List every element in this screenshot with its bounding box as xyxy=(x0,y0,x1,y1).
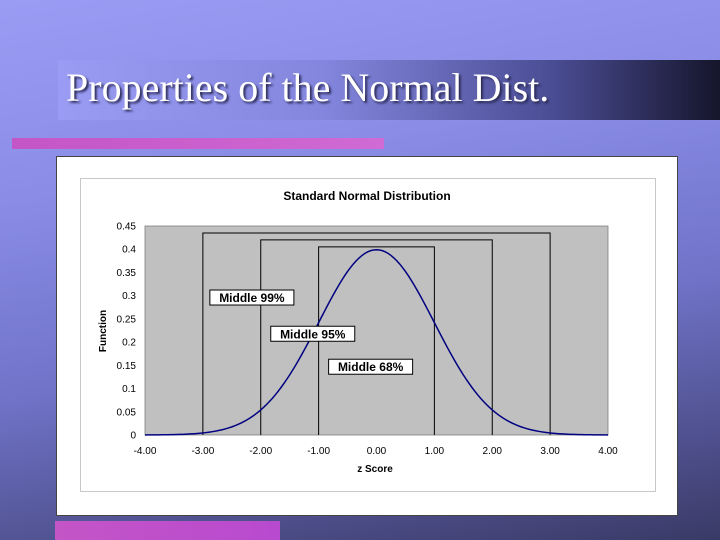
x-axis-label: z Score xyxy=(357,464,393,475)
chart-title: Standard Normal Distribution xyxy=(283,189,450,203)
annotation-label: Middle 95% xyxy=(280,327,346,341)
y-tick-label: 0.3 xyxy=(122,291,136,302)
annotation-box-0 xyxy=(209,289,295,306)
y-tick-label: 0.4 xyxy=(122,245,136,256)
bracket-1 xyxy=(260,239,493,435)
x-tick-label: -2.00 xyxy=(249,446,272,457)
x-tick-label: 0.00 xyxy=(367,446,387,457)
annotation-label: Middle 99% xyxy=(219,291,285,305)
y-axis-label: Function xyxy=(98,310,109,352)
y-tick-label: 0 xyxy=(130,431,136,442)
slide-title: Properties of the Normal Dist. xyxy=(66,65,550,110)
x-tick-label: 4.00 xyxy=(598,446,618,457)
x-tick-label: -3.00 xyxy=(191,446,214,457)
y-tick-label: 0.1 xyxy=(122,384,136,395)
y-tick-label: 0.05 xyxy=(117,407,137,418)
annotation-box-1 xyxy=(270,325,356,342)
y-tick-label: 0.45 xyxy=(117,222,137,233)
bottom-accent-bar xyxy=(55,521,280,540)
y-tick-label: 0.25 xyxy=(117,314,137,325)
bracket-0 xyxy=(202,232,551,435)
accent-bar xyxy=(12,138,384,149)
x-tick-label: -4.00 xyxy=(134,446,157,457)
y-tick-label: 0.15 xyxy=(117,361,137,372)
annotation-box-2 xyxy=(328,358,414,375)
x-tick-label: -1.00 xyxy=(307,446,330,457)
x-tick-label: 1.00 xyxy=(425,446,445,457)
y-tick-label: 0.35 xyxy=(117,268,137,279)
plot-background xyxy=(144,225,609,436)
normal-curve-line xyxy=(144,248,609,436)
x-tick-label: 2.00 xyxy=(483,446,503,457)
title-bar xyxy=(58,60,720,120)
annotation-label: Middle 68% xyxy=(338,360,404,374)
y-tick-label: 0.2 xyxy=(122,338,136,349)
x-tick-label: 3.00 xyxy=(540,446,560,457)
